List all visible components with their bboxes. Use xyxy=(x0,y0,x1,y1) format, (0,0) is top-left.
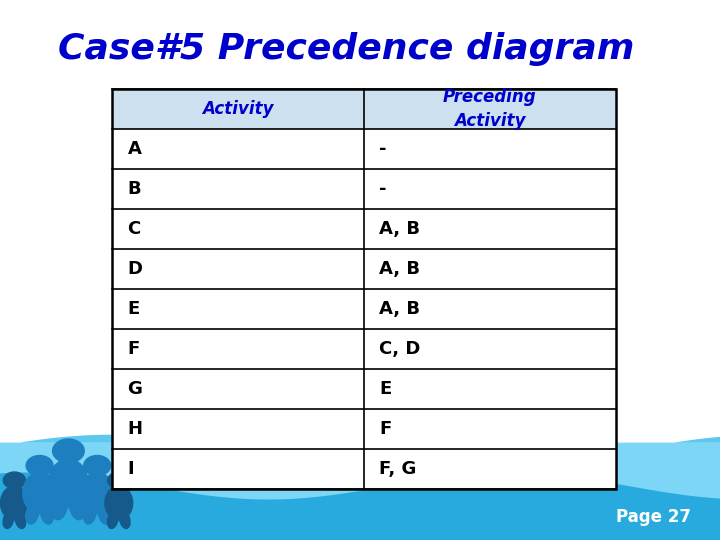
Ellipse shape xyxy=(26,504,39,524)
Text: -: - xyxy=(379,140,387,158)
Text: A, B: A, B xyxy=(379,300,420,318)
Circle shape xyxy=(53,439,84,463)
Ellipse shape xyxy=(98,504,111,524)
Ellipse shape xyxy=(3,511,14,529)
Text: A: A xyxy=(127,140,141,158)
Text: -: - xyxy=(379,180,387,198)
Circle shape xyxy=(4,472,25,489)
Bar xyxy=(0,443,720,540)
Ellipse shape xyxy=(49,459,89,508)
Text: Page 27: Page 27 xyxy=(616,509,691,526)
Text: I: I xyxy=(127,460,134,478)
Polygon shape xyxy=(0,435,720,478)
Ellipse shape xyxy=(120,511,130,529)
Bar xyxy=(112,209,616,249)
Bar xyxy=(112,89,616,489)
Ellipse shape xyxy=(53,496,67,519)
Bar xyxy=(112,169,616,209)
Bar xyxy=(112,449,616,489)
Text: Preceding
Activity: Preceding Activity xyxy=(443,88,536,130)
Text: Activity: Activity xyxy=(202,100,274,118)
Bar xyxy=(112,329,616,369)
Ellipse shape xyxy=(1,486,28,520)
Text: F, G: F, G xyxy=(379,460,417,478)
Text: E: E xyxy=(379,380,392,398)
Bar xyxy=(112,89,616,129)
Ellipse shape xyxy=(81,472,114,514)
Bar xyxy=(112,409,616,449)
Ellipse shape xyxy=(15,511,26,529)
Text: E: E xyxy=(127,300,140,318)
Ellipse shape xyxy=(84,504,96,524)
Text: F: F xyxy=(127,340,140,358)
Polygon shape xyxy=(0,0,720,459)
Circle shape xyxy=(108,472,130,489)
Polygon shape xyxy=(0,443,720,500)
Text: B: B xyxy=(127,180,141,198)
Ellipse shape xyxy=(105,486,132,520)
Text: G: G xyxy=(127,380,143,398)
Text: A, B: A, B xyxy=(379,260,420,278)
Bar xyxy=(112,369,616,409)
Ellipse shape xyxy=(107,511,118,529)
Text: Case#5 Precedence diagram: Case#5 Precedence diagram xyxy=(58,32,634,65)
Text: C, D: C, D xyxy=(379,340,420,358)
Bar xyxy=(112,129,616,169)
Text: C: C xyxy=(127,220,140,238)
Ellipse shape xyxy=(70,496,84,519)
Text: F: F xyxy=(379,420,392,438)
Bar xyxy=(112,289,616,329)
Text: A, B: A, B xyxy=(379,220,420,238)
Text: H: H xyxy=(127,420,143,438)
Ellipse shape xyxy=(23,472,56,514)
Ellipse shape xyxy=(40,504,53,524)
Circle shape xyxy=(26,456,53,476)
Circle shape xyxy=(84,456,111,476)
Bar xyxy=(112,249,616,289)
Text: D: D xyxy=(127,260,143,278)
